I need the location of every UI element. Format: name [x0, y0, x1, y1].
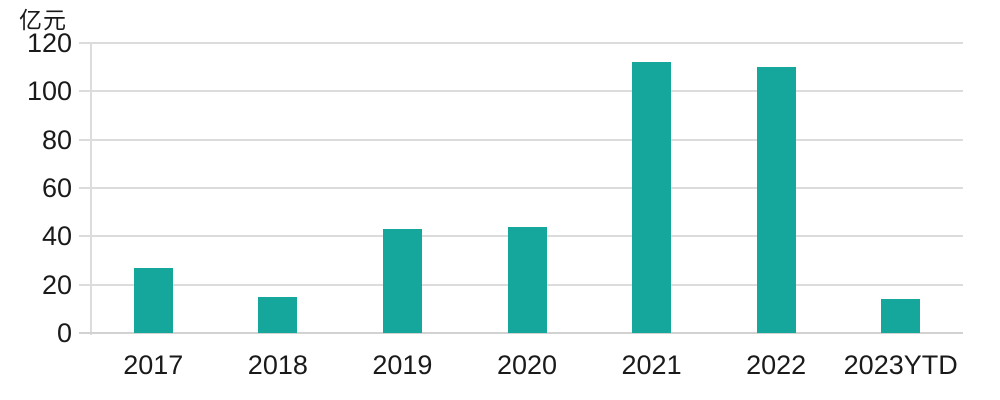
y-tick-label-60: 60 — [41, 173, 72, 203]
bar-2017 — [133, 267, 173, 333]
bar-2019 — [382, 229, 422, 333]
gridline-60 — [79, 187, 963, 189]
y-tick-label-100: 100 — [26, 76, 72, 107]
bar-2023YTD — [881, 299, 921, 333]
gridline-120 — [79, 42, 963, 44]
y-tick-label-0: 0 — [56, 318, 72, 348]
y-tick-label-20: 20 — [41, 269, 72, 300]
bar-2018 — [258, 296, 298, 333]
gridline-80 — [79, 138, 963, 141]
x-tick-label-2023YTD: 2023YTD — [843, 350, 958, 380]
y-tick-label-40: 40 — [41, 221, 72, 252]
gridline-0 — [79, 332, 963, 334]
x-tick-label-2022: 2022 — [746, 350, 807, 380]
y-tick-label-120: 120 — [26, 28, 72, 58]
y-axis-line — [90, 43, 92, 335]
x-tick-label-2021: 2021 — [621, 350, 682, 380]
bar-2020 — [507, 226, 547, 333]
x-tick-label-2020: 2020 — [496, 350, 558, 380]
y-tick-label-80: 80 — [41, 124, 72, 155]
bar-2022 — [756, 67, 796, 333]
plot-area: 0 20 40 60 80 100 120 2017 2018 2019 2020 2021 2022 2… — [27, 28, 963, 380]
y-axis-unit-label: 亿元 — [19, 7, 67, 33]
x-tick-label-2018: 2018 — [247, 350, 308, 380]
gridline-100 — [79, 90, 963, 93]
x-tick-label-2019: 2019 — [372, 350, 433, 380]
bar-2021 — [632, 62, 672, 333]
x-tick-label-2017: 2017 — [123, 350, 184, 380]
